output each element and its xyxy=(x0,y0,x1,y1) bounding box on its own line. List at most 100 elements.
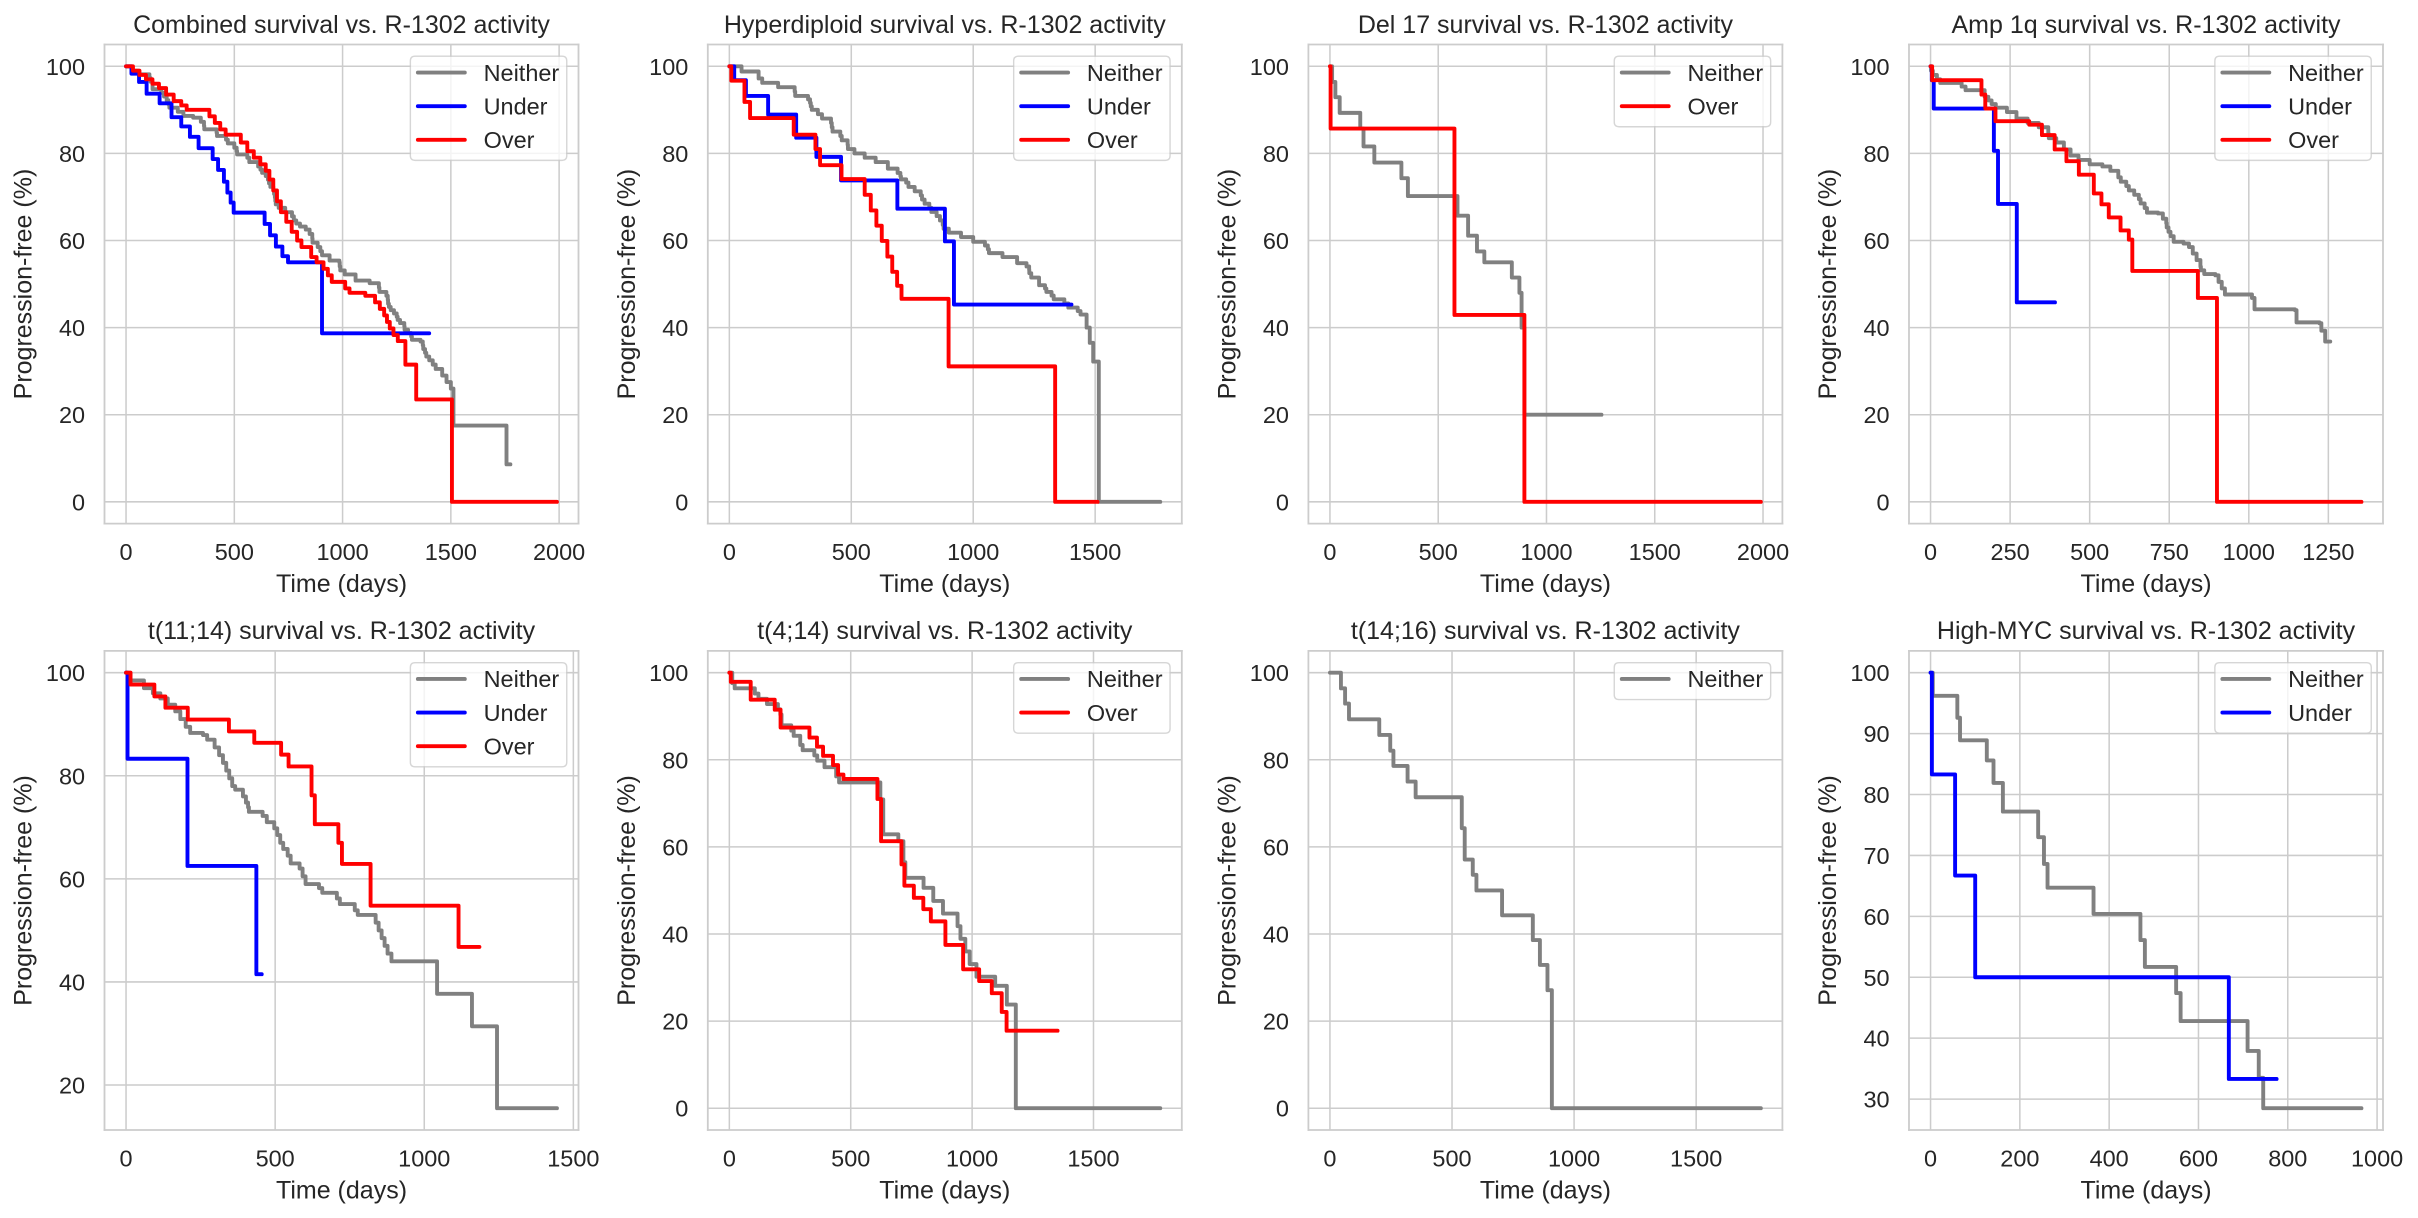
svg-text:80: 80 xyxy=(1863,141,1889,167)
svg-text:100: 100 xyxy=(46,54,85,80)
svg-text:0: 0 xyxy=(675,489,688,515)
svg-text:40: 40 xyxy=(1863,1026,1889,1052)
svg-text:Neither: Neither xyxy=(484,666,560,692)
svg-text:0: 0 xyxy=(1276,489,1289,515)
svg-text:High-MYC survival vs. R-1302 a: High-MYC survival vs. R-1302 activity xyxy=(1937,617,2356,645)
svg-text:0: 0 xyxy=(1323,539,1336,565)
svg-text:60: 60 xyxy=(59,866,85,892)
svg-text:100: 100 xyxy=(1250,54,1289,80)
svg-text:Time (days): Time (days) xyxy=(879,1176,1010,1204)
svg-text:40: 40 xyxy=(1863,315,1889,341)
svg-text:600: 600 xyxy=(2179,1145,2218,1171)
svg-text:Under: Under xyxy=(484,93,548,119)
svg-text:1500: 1500 xyxy=(1629,539,1681,565)
svg-text:40: 40 xyxy=(59,969,85,995)
svg-text:Time (days): Time (days) xyxy=(879,570,1010,598)
svg-text:100: 100 xyxy=(1850,660,1889,686)
svg-text:Neither: Neither xyxy=(1687,666,1763,692)
svg-text:20: 20 xyxy=(59,402,85,428)
svg-text:20: 20 xyxy=(1863,402,1889,428)
svg-text:750: 750 xyxy=(2150,539,2189,565)
svg-text:Time (days): Time (days) xyxy=(2080,1176,2211,1204)
svg-text:Amp 1q survival vs. R-1302 act: Amp 1q survival vs. R-1302 activity xyxy=(1951,11,2341,39)
svg-text:Time (days): Time (days) xyxy=(1480,1176,1611,1204)
svg-text:60: 60 xyxy=(662,228,688,254)
svg-text:Progression-free (%): Progression-free (%) xyxy=(1814,775,1842,1006)
svg-text:100: 100 xyxy=(649,660,688,686)
svg-text:20: 20 xyxy=(59,1073,85,1099)
svg-text:Neither: Neither xyxy=(2288,666,2364,692)
svg-text:Over: Over xyxy=(484,733,535,759)
svg-text:1000: 1000 xyxy=(2223,539,2275,565)
svg-text:1250: 1250 xyxy=(2302,539,2354,565)
svg-text:t(14;16) survival vs. R-1302 a: t(14;16) survival vs. R-1302 activity xyxy=(1351,617,1741,645)
svg-text:Under: Under xyxy=(1087,93,1151,119)
svg-text:0: 0 xyxy=(1924,1145,1937,1171)
svg-text:200: 200 xyxy=(2000,1145,2039,1171)
svg-text:Neither: Neither xyxy=(1087,60,1163,86)
svg-text:40: 40 xyxy=(1263,315,1289,341)
svg-text:20: 20 xyxy=(662,1009,688,1035)
svg-text:60: 60 xyxy=(1863,904,1889,930)
svg-text:20: 20 xyxy=(662,402,688,428)
svg-text:1500: 1500 xyxy=(1067,1145,1119,1171)
svg-text:0: 0 xyxy=(1876,489,1889,515)
svg-text:Time (days): Time (days) xyxy=(1480,570,1611,598)
svg-text:Under: Under xyxy=(2288,700,2352,726)
svg-text:60: 60 xyxy=(1263,834,1289,860)
svg-text:Over: Over xyxy=(2288,127,2339,153)
svg-text:500: 500 xyxy=(832,539,871,565)
svg-text:60: 60 xyxy=(1863,228,1889,254)
svg-text:40: 40 xyxy=(59,315,85,341)
svg-text:80: 80 xyxy=(59,763,85,789)
svg-text:500: 500 xyxy=(1419,539,1458,565)
svg-text:Progression-free (%): Progression-free (%) xyxy=(613,775,641,1006)
svg-text:1500: 1500 xyxy=(547,1145,599,1171)
svg-text:0: 0 xyxy=(120,539,133,565)
svg-text:0: 0 xyxy=(120,1145,133,1171)
svg-text:50: 50 xyxy=(1863,965,1889,991)
svg-text:500: 500 xyxy=(1432,1145,1471,1171)
svg-text:70: 70 xyxy=(1863,843,1889,869)
svg-text:90: 90 xyxy=(1863,721,1889,747)
svg-text:Progression-free (%): Progression-free (%) xyxy=(613,169,641,400)
svg-text:1500: 1500 xyxy=(1069,539,1121,565)
svg-text:Over: Over xyxy=(1087,127,1138,153)
svg-text:1000: 1000 xyxy=(946,1145,998,1171)
svg-text:1000: 1000 xyxy=(316,539,368,565)
svg-text:Progression-free (%): Progression-free (%) xyxy=(10,169,38,400)
svg-text:1000: 1000 xyxy=(2351,1145,2403,1171)
svg-text:2000: 2000 xyxy=(1737,539,1789,565)
svg-text:Del 17 survival vs. R-1302 act: Del 17 survival vs. R-1302 activity xyxy=(1358,11,1734,39)
svg-text:Under: Under xyxy=(484,700,548,726)
svg-text:80: 80 xyxy=(1263,747,1289,773)
svg-text:1000: 1000 xyxy=(1548,1145,1600,1171)
svg-text:100: 100 xyxy=(1250,660,1289,686)
svg-text:Neither: Neither xyxy=(1687,60,1763,86)
svg-text:0: 0 xyxy=(723,1145,736,1171)
svg-text:Under: Under xyxy=(2288,93,2352,119)
svg-text:Over: Over xyxy=(1687,93,1738,119)
svg-text:100: 100 xyxy=(46,660,85,686)
svg-text:20: 20 xyxy=(1263,402,1289,428)
svg-text:80: 80 xyxy=(1263,141,1289,167)
svg-text:40: 40 xyxy=(662,315,688,341)
svg-text:30: 30 xyxy=(1863,1087,1889,1113)
svg-text:40: 40 xyxy=(662,922,688,948)
svg-text:1000: 1000 xyxy=(947,539,999,565)
svg-text:Neither: Neither xyxy=(2288,60,2364,86)
svg-text:Progression-free (%): Progression-free (%) xyxy=(1214,775,1242,1006)
svg-text:500: 500 xyxy=(256,1145,295,1171)
svg-text:500: 500 xyxy=(831,1145,870,1171)
svg-text:Time (days): Time (days) xyxy=(276,570,407,598)
svg-text:Hyperdiploid survival vs. R-13: Hyperdiploid survival vs. R-1302 activit… xyxy=(724,11,1166,39)
svg-text:t(4;14) survival vs. R-1302 ac: t(4;14) survival vs. R-1302 activity xyxy=(757,617,1133,645)
svg-text:1000: 1000 xyxy=(1520,539,1572,565)
svg-text:Progression-free (%): Progression-free (%) xyxy=(1814,169,1842,400)
svg-text:Progression-free (%): Progression-free (%) xyxy=(1214,169,1242,400)
svg-text:60: 60 xyxy=(662,834,688,860)
svg-text:Over: Over xyxy=(1087,700,1138,726)
svg-text:400: 400 xyxy=(2090,1145,2129,1171)
svg-text:Over: Over xyxy=(484,127,535,153)
svg-text:Neither: Neither xyxy=(1087,666,1163,692)
